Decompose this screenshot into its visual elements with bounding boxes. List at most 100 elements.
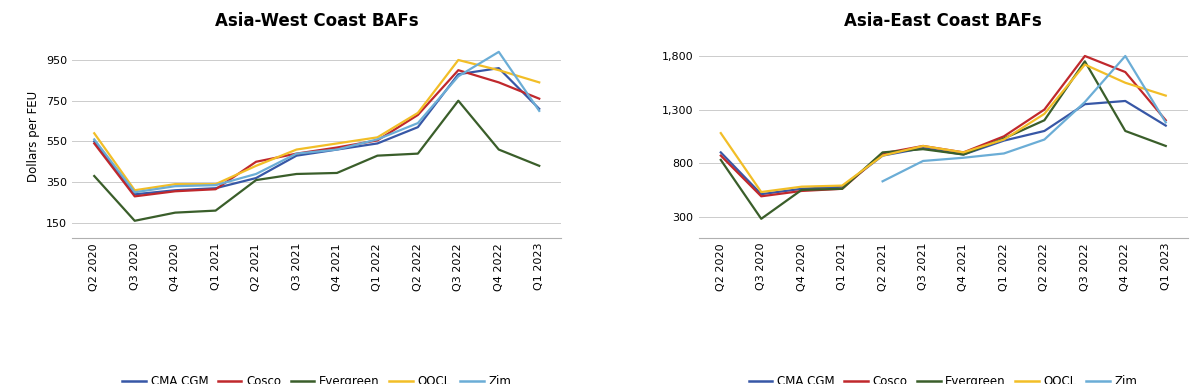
Line: Zim: Zim: [882, 56, 1165, 181]
CMA CGM: [371, 141, 385, 146]
Evergreen: [168, 210, 182, 215]
Evergreen: [492, 147, 506, 152]
Evergreen: [835, 187, 850, 191]
Evergreen: [209, 208, 223, 213]
Zim: [168, 184, 182, 189]
CMA CGM: [754, 192, 768, 197]
Evergreen: [248, 178, 263, 182]
Cosco: [1037, 107, 1051, 112]
Line: Cosco: Cosco: [721, 56, 1165, 196]
Zim: [1037, 137, 1051, 142]
OOCL: [168, 182, 182, 187]
Cosco: [754, 194, 768, 199]
CMA CGM: [1158, 123, 1172, 128]
Evergreen: [330, 170, 344, 175]
OOCL: [451, 58, 466, 62]
OOCL: [875, 153, 889, 158]
Cosco: [835, 187, 850, 191]
Cosco: [330, 145, 344, 150]
OOCL: [248, 164, 263, 168]
Evergreen: [451, 98, 466, 103]
Cosco: [88, 141, 102, 146]
OOCL: [127, 188, 142, 192]
Zim: [371, 137, 385, 142]
Zim: [410, 121, 425, 126]
Line: Evergreen: Evergreen: [721, 61, 1165, 219]
OOCL: [835, 183, 850, 188]
Cosco: [451, 68, 466, 73]
Line: OOCL: OOCL: [95, 60, 539, 190]
Evergreen: [88, 174, 102, 178]
Zim: [997, 151, 1012, 156]
OOCL: [289, 147, 304, 152]
OOCL: [532, 80, 546, 85]
OOCL: [1078, 62, 1092, 67]
CMA CGM: [168, 188, 182, 192]
CMA CGM: [714, 150, 728, 155]
CMA CGM: [289, 153, 304, 158]
OOCL: [1037, 111, 1051, 116]
Zim: [330, 147, 344, 152]
Evergreen: [714, 157, 728, 162]
Legend: CMA CGM, Cosco, Evergreen, OOCL, Zim: CMA CGM, Cosco, Evergreen, OOCL, Zim: [744, 370, 1142, 384]
CMA CGM: [835, 184, 850, 189]
CMA CGM: [532, 106, 546, 111]
Cosco: [289, 151, 304, 156]
OOCL: [916, 144, 930, 148]
Y-axis label: Dollars per FEU: Dollars per FEU: [28, 91, 41, 182]
CMA CGM: [88, 139, 102, 144]
Cosco: [127, 194, 142, 199]
Cosco: [168, 189, 182, 194]
Cosco: [916, 144, 930, 148]
Cosco: [492, 80, 506, 85]
Cosco: [997, 134, 1012, 139]
Cosco: [209, 187, 223, 192]
Title: Asia-East Coast BAFs: Asia-East Coast BAFs: [845, 12, 1042, 30]
Legend: CMA CGM, Cosco, Evergreen, OOCL, Zim: CMA CGM, Cosco, Evergreen, OOCL, Zim: [118, 370, 516, 384]
OOCL: [956, 150, 971, 155]
Cosco: [532, 96, 546, 101]
Cosco: [1158, 118, 1172, 122]
Evergreen: [956, 152, 971, 157]
Evergreen: [532, 164, 546, 168]
CMA CGM: [1078, 102, 1092, 106]
Evergreen: [1158, 144, 1172, 148]
Line: Evergreen: Evergreen: [95, 101, 539, 221]
CMA CGM: [956, 152, 971, 157]
OOCL: [794, 184, 809, 189]
Cosco: [714, 153, 728, 158]
CMA CGM: [794, 187, 809, 191]
CMA CGM: [1118, 99, 1133, 103]
CMA CGM: [410, 125, 425, 129]
OOCL: [410, 111, 425, 115]
CMA CGM: [209, 186, 223, 190]
Cosco: [410, 113, 425, 117]
OOCL: [330, 141, 344, 146]
OOCL: [1158, 93, 1172, 98]
Zim: [492, 50, 506, 54]
Zim: [532, 109, 546, 113]
Line: Cosco: Cosco: [95, 70, 539, 196]
Title: Asia-West Coast BAFs: Asia-West Coast BAFs: [215, 12, 419, 30]
Evergreen: [794, 187, 809, 192]
Zim: [88, 137, 102, 142]
CMA CGM: [127, 192, 142, 197]
OOCL: [88, 131, 102, 136]
Line: OOCL: OOCL: [721, 65, 1165, 192]
Evergreen: [997, 136, 1012, 141]
Evergreen: [410, 151, 425, 156]
Zim: [916, 159, 930, 163]
CMA CGM: [916, 146, 930, 151]
Zim: [127, 190, 142, 195]
Cosco: [794, 189, 809, 193]
Evergreen: [1118, 129, 1133, 133]
Line: CMA CGM: CMA CGM: [95, 68, 539, 194]
Zim: [875, 179, 889, 184]
Cosco: [956, 150, 971, 155]
Evergreen: [371, 153, 385, 158]
Zim: [451, 74, 466, 79]
Cosco: [1078, 54, 1092, 58]
Evergreen: [1078, 59, 1092, 64]
Zim: [1078, 100, 1092, 104]
CMA CGM: [1037, 129, 1051, 133]
